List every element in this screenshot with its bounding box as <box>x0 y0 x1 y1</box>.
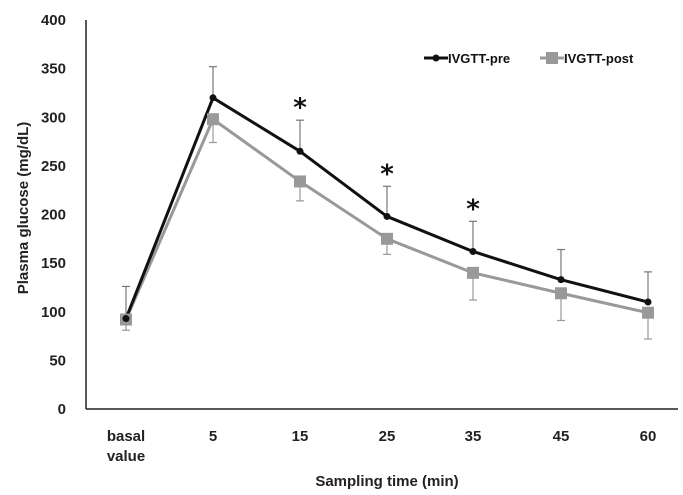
x-tick-label: 15 <box>292 428 309 445</box>
legend-marker <box>546 52 558 64</box>
x-tick-label: 25 <box>379 428 396 445</box>
data-point-ivgtt-post <box>207 113 219 126</box>
y-tick-label: 300 <box>41 109 66 126</box>
data-point-ivgtt-post <box>467 266 479 279</box>
x-tick-label-line: value <box>107 448 145 465</box>
data-point-ivgtt-pre <box>383 212 391 220</box>
error-bar-ivgtt-pre <box>122 285 130 319</box>
y-tick-label: 200 <box>41 207 66 224</box>
x-tick-label-line: 45 <box>553 428 570 445</box>
error-bar-ivgtt-pre <box>209 66 217 98</box>
y-tick-label: 150 <box>41 255 66 272</box>
significance-star: * <box>380 159 394 189</box>
y-axis-title: Plasma glucose (mg/dL) <box>15 122 32 295</box>
x-tick-label-line: 35 <box>465 428 482 445</box>
data-point-ivgtt-post <box>381 232 393 245</box>
x-axis-title: Sampling time (min) <box>315 473 458 490</box>
error-bar-ivgtt-pre <box>644 271 652 303</box>
data-point-ivgtt-post <box>642 306 654 319</box>
data-point-ivgtt-pre <box>122 315 130 323</box>
data-point-ivgtt-pre <box>557 276 565 284</box>
significance-star: * <box>466 194 480 224</box>
y-tick-label: 50 <box>49 352 66 369</box>
legend: IVGTT-pre IVGTT-post <box>424 51 634 66</box>
error-bar-ivgtt-pre <box>557 248 565 280</box>
y-tick-label: 250 <box>41 158 66 175</box>
y-tick-label: 400 <box>41 12 66 29</box>
legend-item-ivgtt-pre: IVGTT-pre <box>424 51 510 66</box>
error-bar-ivgtt-pre <box>296 119 304 152</box>
error-bars <box>122 66 652 340</box>
x-tick-label-line: basal <box>107 428 145 445</box>
data-point-ivgtt-post <box>294 175 306 188</box>
legend-label: IVGTT-post <box>564 51 634 66</box>
data-point-ivgtt-pre <box>296 147 304 155</box>
x-tick-label: 45 <box>553 428 570 445</box>
y-tick-labels: 0 50 100 150 200 250 300 350 400 <box>41 12 66 418</box>
x-tick-label: 35 <box>465 428 482 445</box>
x-tick-label-line: 15 <box>292 428 309 445</box>
error-bar-ivgtt-pre <box>469 220 477 252</box>
legend-item-ivgtt-post: IVGTT-post <box>540 51 634 66</box>
x-tick-label-line: 25 <box>379 428 396 445</box>
data-point-ivgtt-pre <box>469 247 477 255</box>
x-tick-label-line: 60 <box>640 428 657 445</box>
x-tick-label: basal value <box>107 428 145 465</box>
y-tick-label: 0 <box>58 401 66 418</box>
significance-star: * <box>293 93 307 123</box>
series-markers <box>120 94 654 326</box>
x-tick-label-line: 5 <box>209 428 217 445</box>
data-point-ivgtt-post <box>555 287 567 300</box>
data-point-ivgtt-pre <box>209 94 217 102</box>
data-point-ivgtt-pre <box>644 298 652 306</box>
y-tick-label: 350 <box>41 61 66 78</box>
legend-label: IVGTT-pre <box>448 51 510 66</box>
x-tick-label: 5 <box>209 428 217 445</box>
x-tick-labels: basal value 5 15 25 35 45 60 <box>107 428 657 465</box>
y-tick-label: 100 <box>41 304 66 321</box>
x-tick-label: 60 <box>640 428 657 445</box>
legend-marker <box>432 54 440 62</box>
axes <box>85 20 678 410</box>
significance-annotations: * * * <box>293 93 480 224</box>
error-bar-ivgtt-pre <box>383 185 391 217</box>
